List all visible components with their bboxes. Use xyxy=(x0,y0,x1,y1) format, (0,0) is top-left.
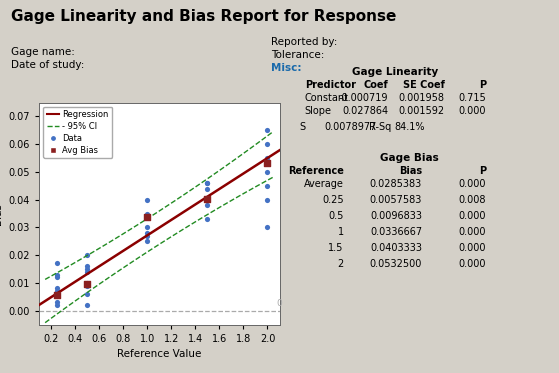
Text: 0.0532500: 0.0532500 xyxy=(369,259,422,269)
Text: 0.0336667: 0.0336667 xyxy=(370,227,422,237)
Point xyxy=(143,238,152,244)
Point xyxy=(53,302,61,308)
Text: P: P xyxy=(479,166,486,176)
Text: Reported by:: Reported by: xyxy=(271,37,338,47)
Point xyxy=(53,292,61,298)
Text: P: P xyxy=(479,80,486,90)
Point xyxy=(53,291,61,297)
Text: Predictor: Predictor xyxy=(305,80,356,90)
Point xyxy=(53,260,61,266)
Point xyxy=(83,269,92,275)
Text: 0.000: 0.000 xyxy=(459,227,486,237)
Text: Slope: Slope xyxy=(305,106,331,116)
Text: 1.5: 1.5 xyxy=(328,243,344,253)
Text: Average: Average xyxy=(304,179,344,189)
Point xyxy=(53,275,61,280)
Text: Tolerance:: Tolerance: xyxy=(271,50,324,60)
Point xyxy=(203,202,212,208)
Legend: Regression, - 95% CI, Data, Avg Bias: Regression, - 95% CI, Data, Avg Bias xyxy=(43,107,112,158)
Point xyxy=(263,160,272,166)
Point xyxy=(203,216,212,222)
Text: 0.0078977: 0.0078977 xyxy=(324,122,377,132)
Text: 0.000: 0.000 xyxy=(459,259,486,269)
Point xyxy=(263,141,272,147)
Text: 1: 1 xyxy=(338,227,344,237)
Text: Reference: Reference xyxy=(288,166,344,176)
Text: 0.008: 0.008 xyxy=(459,195,486,205)
Text: Bias: Bias xyxy=(399,166,422,176)
Point xyxy=(83,281,92,287)
Text: 0.5: 0.5 xyxy=(328,211,344,221)
Text: Gage Linearity: Gage Linearity xyxy=(352,67,439,77)
Text: Misc:: Misc: xyxy=(271,63,302,73)
X-axis label: Reference Value: Reference Value xyxy=(117,349,201,359)
Text: 0: 0 xyxy=(276,299,282,308)
Point xyxy=(263,155,272,161)
Point xyxy=(83,280,92,286)
Text: 0.001592: 0.001592 xyxy=(398,106,444,116)
Point xyxy=(263,225,272,231)
Text: 0.001958: 0.001958 xyxy=(399,93,444,103)
Text: 0.000: 0.000 xyxy=(459,243,486,253)
Text: 0.000: 0.000 xyxy=(459,106,486,116)
Point xyxy=(143,210,152,216)
Point xyxy=(203,197,212,203)
Point xyxy=(203,186,212,192)
Text: 0.25: 0.25 xyxy=(322,195,344,205)
Text: Gage Linearity and Bias Report for Response: Gage Linearity and Bias Report for Respo… xyxy=(11,9,396,24)
Text: 0.715: 0.715 xyxy=(458,93,486,103)
Point xyxy=(83,291,92,297)
Point xyxy=(143,225,152,231)
Text: 0.027864: 0.027864 xyxy=(342,106,389,116)
Text: 0.0057583: 0.0057583 xyxy=(369,195,422,205)
Point xyxy=(143,230,152,236)
Point xyxy=(83,266,92,272)
Text: Date of study:: Date of study: xyxy=(11,60,84,70)
Point xyxy=(53,299,61,305)
Point xyxy=(203,180,212,186)
Point xyxy=(53,285,61,291)
Point xyxy=(203,196,212,202)
Text: 0.000: 0.000 xyxy=(459,179,486,189)
Text: 0.0096833: 0.0096833 xyxy=(370,211,422,221)
Text: S: S xyxy=(299,122,305,132)
Point xyxy=(143,197,152,203)
Text: Gage Bias: Gage Bias xyxy=(380,153,439,163)
Text: 84.1%: 84.1% xyxy=(394,122,425,132)
Text: 0.000: 0.000 xyxy=(459,211,486,221)
Y-axis label: Bias: Bias xyxy=(0,203,3,225)
Point xyxy=(263,183,272,189)
Point xyxy=(53,288,61,294)
Point xyxy=(263,169,272,175)
Text: Constant: Constant xyxy=(305,93,349,103)
Text: 0.0403333: 0.0403333 xyxy=(370,243,422,253)
Point xyxy=(83,302,92,308)
Text: 0.0285383: 0.0285383 xyxy=(370,179,422,189)
Point xyxy=(143,214,152,220)
Text: Coef: Coef xyxy=(364,80,389,90)
Point xyxy=(143,233,152,239)
Text: Gage name:: Gage name: xyxy=(11,47,75,57)
Point xyxy=(83,252,92,258)
Point xyxy=(83,263,92,269)
Point xyxy=(53,272,61,278)
Text: 2: 2 xyxy=(338,259,344,269)
Point xyxy=(203,180,212,186)
Text: SE Coef: SE Coef xyxy=(402,80,444,90)
Text: -0.000719: -0.000719 xyxy=(339,93,389,103)
Point xyxy=(83,283,92,289)
Point xyxy=(263,197,272,203)
Point xyxy=(263,127,272,133)
Text: R-Sq: R-Sq xyxy=(369,122,391,132)
